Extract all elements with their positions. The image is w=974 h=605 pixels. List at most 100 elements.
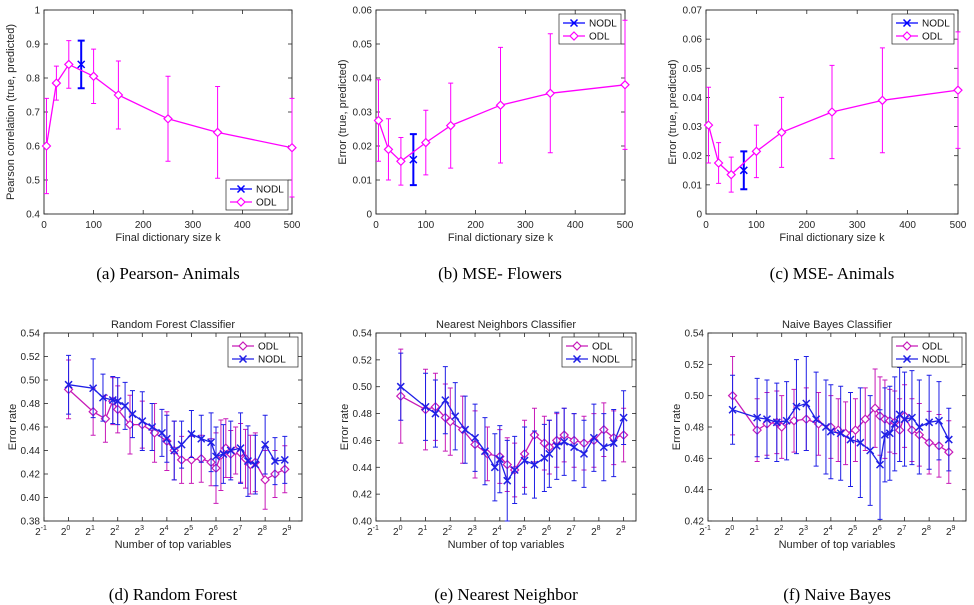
legend-entry: ODL [256, 198, 277, 209]
data-point [113, 397, 122, 406]
data-point [170, 446, 179, 455]
data-point [826, 427, 835, 436]
x-tick-label: 300 [184, 220, 201, 231]
x-axis-label: Number of top variables [115, 539, 232, 551]
data-point [77, 60, 86, 69]
y-tick-label: 0.7 [26, 108, 40, 119]
x-tick-label: 0 [41, 220, 47, 231]
panel-b: 0 0.01 0.02 0.03 0.04 0.05 0.06 0 100 200 300 400 50… [337, 6, 634, 245]
x-tick-label: 400 [234, 220, 251, 231]
y-tick-label: 0.46 [685, 454, 705, 465]
data-point [703, 120, 714, 130]
series-nodl [739, 150, 748, 191]
legend-marker [238, 354, 248, 364]
legend-entry: NODL [592, 355, 620, 366]
series-line [45, 63, 293, 149]
legend-marker [902, 18, 912, 28]
y-tick-label: 0.03 [683, 122, 703, 133]
x-tick-label: 24 [492, 525, 502, 538]
panel-caption: (a) Pearson- Animals [96, 264, 240, 283]
data-point [510, 465, 519, 475]
x-tick-label: 500 [950, 220, 967, 231]
data-point [163, 113, 173, 124]
data-point [396, 156, 406, 167]
data-point [373, 115, 384, 126]
legend-marker [572, 341, 582, 351]
y-tick-label: 0.44 [353, 463, 373, 474]
data-point [579, 449, 589, 458]
x-tick-label: 400 [567, 220, 584, 231]
x-tick-label: 27 [897, 525, 907, 538]
legend-box [558, 13, 622, 45]
data-point [207, 438, 216, 447]
y-tick-label: 0.54 [353, 329, 373, 340]
panel-a: 0.4 0.5 0.6 0.7 0.8 0.9 1 0 100 200 300 400 500 Final… [5, 6, 301, 245]
x-tick-label: 100 [85, 220, 102, 231]
data-point [212, 127, 223, 138]
legend-entry: NODL [922, 355, 950, 366]
data-point [762, 415, 772, 424]
data-point [545, 88, 556, 99]
data-point [495, 100, 506, 111]
data-point [503, 476, 512, 485]
legend: NODL ODL [558, 13, 622, 45]
panel-c: 0 0.01 0.02 0.03 0.04 0.05 0.06 0.07 0 100 200 300 4… [667, 6, 967, 245]
y-tick-label: 0.52 [353, 355, 373, 366]
series-nodl [77, 39, 86, 90]
legend: ODL NODL [561, 336, 633, 368]
data-point [260, 475, 270, 485]
series-odl [703, 31, 963, 193]
series-nodl [409, 133, 418, 187]
legend-box [891, 13, 955, 45]
y-tick-label: 0.40 [353, 517, 373, 528]
x-tick-label: 21 [85, 525, 95, 538]
data-point [41, 141, 52, 151]
data-point [121, 401, 130, 410]
data-point [287, 142, 297, 153]
x-tick-label: 22 [443, 525, 453, 538]
legend-entry: ODL [592, 342, 613, 353]
data-point [877, 95, 888, 106]
data-point [187, 430, 196, 439]
data-point [226, 446, 235, 455]
x-tick-label: 26 [872, 525, 882, 538]
x-tick-label: 25 [848, 525, 858, 538]
y-tick-label: 0.6 [26, 142, 40, 153]
x-tick-label: 28 [257, 525, 267, 538]
x-tick-label: 500 [284, 220, 301, 231]
x-tick-label: 29 [616, 525, 626, 538]
data-point [545, 449, 554, 458]
y-tick-label: 0.04 [353, 74, 373, 85]
chart-title: Nearest Neighbors Classifier [436, 319, 576, 331]
data-point [619, 413, 628, 422]
x-tick-label: 25 [184, 525, 194, 538]
data-point [552, 441, 561, 450]
x-tick-label: 29 [946, 525, 956, 538]
x-tick-label: 200 [135, 220, 152, 231]
x-tick-label: 23 [467, 525, 477, 538]
panel-caption: (b) MSE- Flowers [438, 264, 562, 283]
legend-marker [902, 31, 912, 41]
data-point [89, 384, 98, 393]
data-point [451, 412, 460, 421]
data-point [441, 396, 450, 405]
data-point [875, 460, 885, 469]
y-tick-label: 0.01 [683, 180, 703, 191]
legend-entry: NODL [589, 19, 617, 30]
x-tick-label: 20 [61, 525, 71, 538]
data-point [850, 425, 861, 435]
y-tick-label: 0.9 [26, 40, 40, 51]
x-axis-label: Final dictionary size k [448, 232, 554, 244]
data-point [728, 405, 737, 414]
data-point [856, 438, 865, 447]
series-nodl [64, 354, 289, 497]
data-point [620, 79, 630, 90]
x-tick-label: 100 [748, 220, 765, 231]
panel-caption: (c) MSE- Animals [770, 264, 895, 283]
data-point [776, 127, 787, 138]
y-axis-label: Error (true, predicted) [337, 59, 349, 164]
data-point [560, 437, 569, 446]
x-tick-label: 23 [135, 525, 145, 538]
data-point [751, 146, 762, 157]
data-point [866, 446, 875, 455]
